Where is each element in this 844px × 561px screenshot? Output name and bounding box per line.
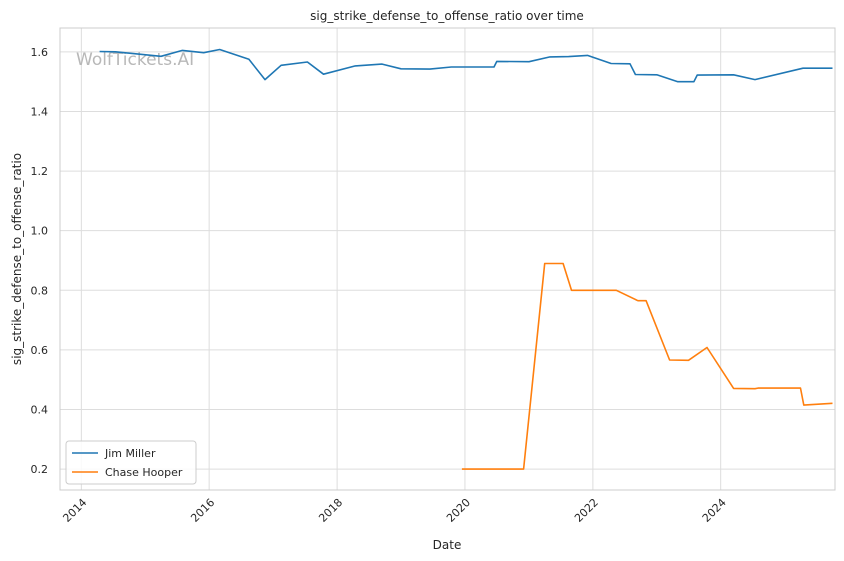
x-tick-label: 2020 — [444, 496, 473, 525]
legend-label-chase-hooper: Chase Hooper — [105, 466, 183, 479]
x-axis-label: Date — [433, 538, 462, 552]
x-tick-label: 2016 — [188, 496, 217, 525]
legend-label-jim-miller: Jim Miller — [104, 447, 156, 460]
x-axis-ticks: 2014 2016 2018 2020 2022 2024 — [60, 496, 728, 525]
series-line-chase-hooper — [461, 262, 833, 470]
chart-title: sig_strike_defense_to_offense_ratio over… — [310, 9, 584, 23]
y-axis-ticks: 0.2 0.4 0.6 0.8 1.0 1.2 1.4 1.6 — [31, 46, 49, 476]
y-axis-label: sig_strike_defense_to_offense_ratio — [10, 153, 24, 365]
x-tick-label: 2022 — [572, 496, 601, 525]
x-tick-label: 2018 — [316, 496, 345, 525]
y-tick-label: 0.8 — [31, 284, 49, 297]
x-tick-label: 2014 — [60, 496, 89, 525]
legend: Jim Miller Chase Hooper — [65, 440, 197, 485]
y-tick-label: 1.4 — [31, 105, 49, 118]
x-tick-label: 2024 — [700, 496, 729, 525]
legend-box — [65, 440, 197, 485]
plot-area-frame — [59, 27, 836, 491]
y-tick-label: 1.6 — [31, 46, 49, 59]
y-tick-label: 0.6 — [31, 344, 49, 357]
y-tick-label: 1.2 — [31, 165, 49, 178]
series-layer — [99, 48, 833, 470]
y-tick-label: 1.0 — [31, 225, 49, 238]
y-tick-label: 0.4 — [31, 404, 49, 417]
grid — [60, 28, 835, 490]
y-tick-label: 0.2 — [31, 463, 49, 476]
series-line-jim-miller — [99, 48, 833, 83]
